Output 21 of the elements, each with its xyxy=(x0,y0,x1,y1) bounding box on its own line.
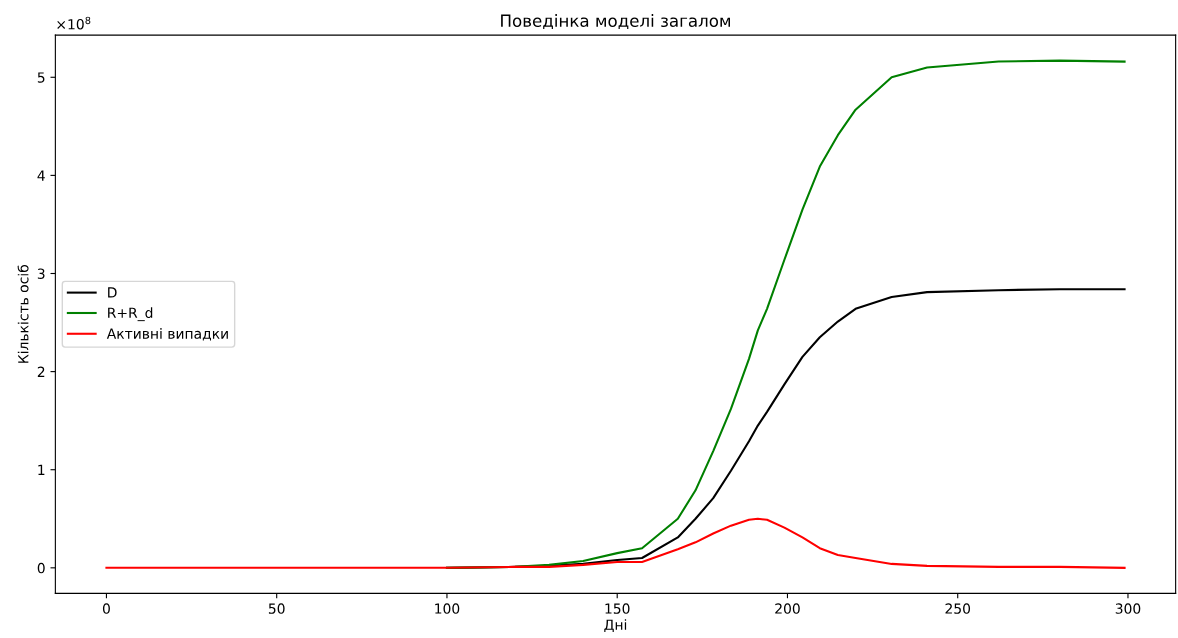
x-tick-label: 50 xyxy=(268,603,285,614)
y-tick-label: 1 xyxy=(38,464,45,475)
legend-label: Активні випадки xyxy=(106,328,228,341)
y-tick-label: 5 xyxy=(37,72,45,83)
x-axis-title: Дні xyxy=(604,619,627,633)
x-tick-label: 200 xyxy=(775,603,800,614)
y-tick-label: 4 xyxy=(37,170,45,181)
legend-label: D xyxy=(108,287,117,298)
chart-title: Поведінка моделі загалом xyxy=(501,14,730,30)
x-tick-label: 250 xyxy=(945,603,971,614)
y-tick-label: 3 xyxy=(37,268,45,279)
legend-label: R+R_d xyxy=(108,307,153,322)
x-tick-label: 300 xyxy=(1115,603,1141,614)
x-tick-label: 100 xyxy=(435,603,460,614)
x-tick-label: 150 xyxy=(605,603,630,614)
y-axis-title: Кількість осіб xyxy=(17,265,29,363)
y-tick-label: 0 xyxy=(37,562,45,574)
x-tick-label: 0 xyxy=(102,603,110,614)
line-series xyxy=(105,517,1126,569)
y-tick-label: 2 xyxy=(37,366,45,377)
text: ×10$^{8}$ xyxy=(57,16,91,30)
